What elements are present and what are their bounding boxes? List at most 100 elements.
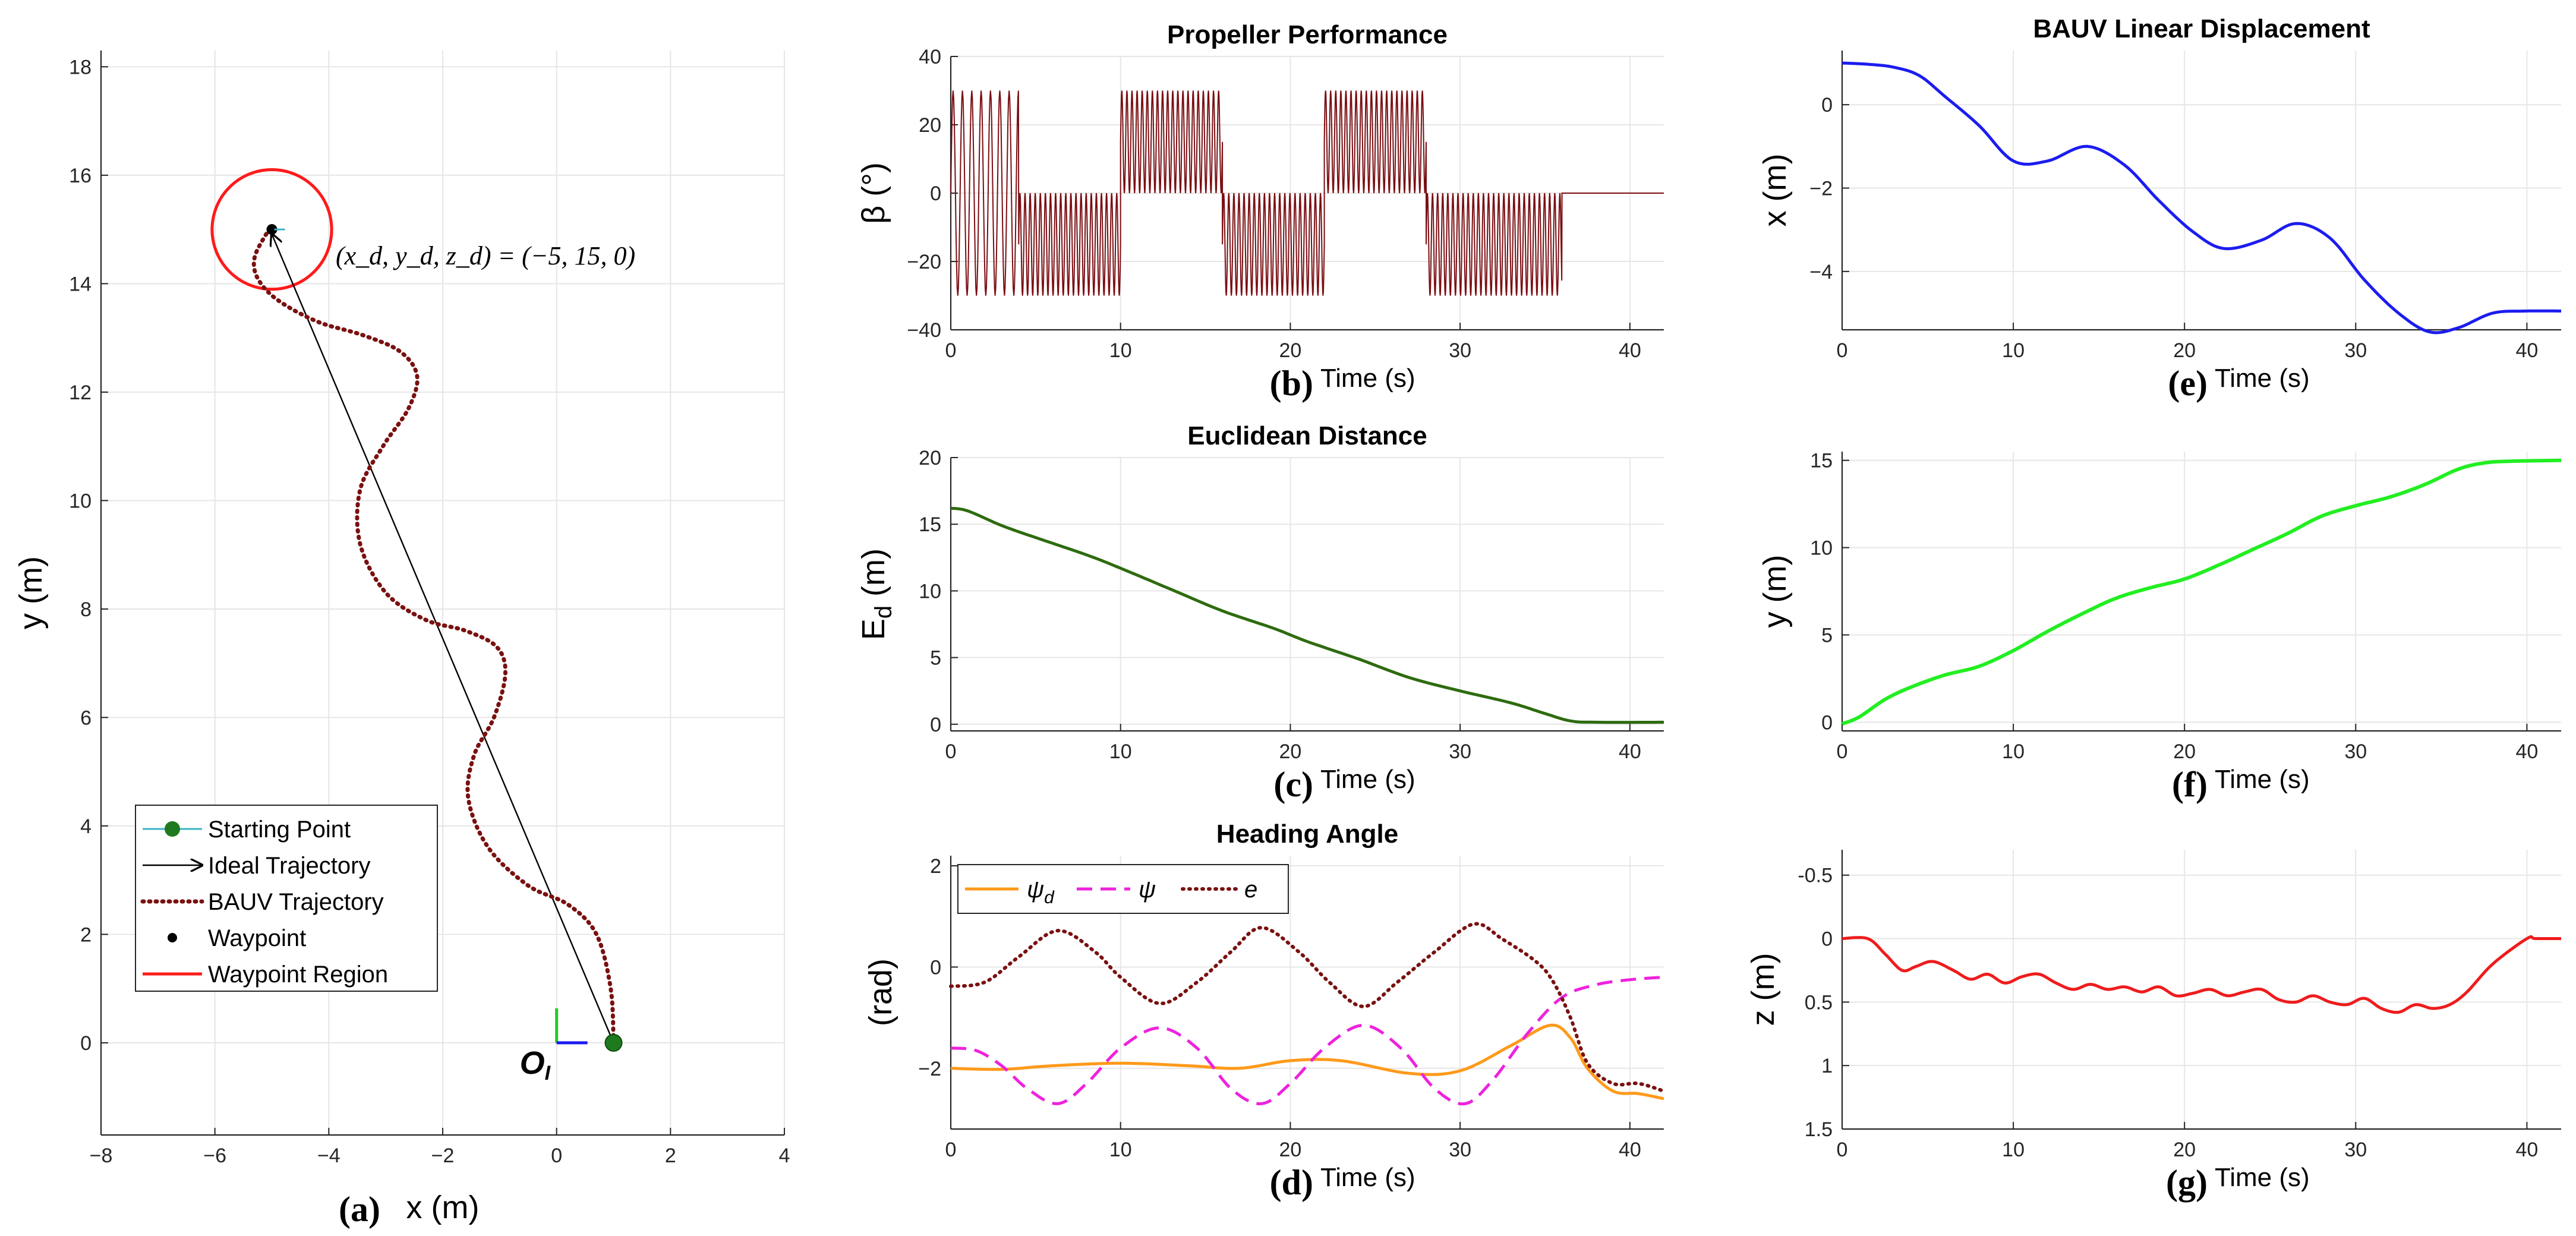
ideal-trajectory <box>272 234 614 1043</box>
x-tick-label: 4 <box>779 1144 790 1167</box>
x-tick-label: 10 <box>2002 740 2025 763</box>
legend-entry: Waypoint Region <box>208 961 388 988</box>
x-tick-label: 10 <box>1109 740 1132 763</box>
x-tick-label: 0 <box>945 1139 957 1161</box>
legend-entry-subscript: d <box>1044 888 1055 907</box>
x-tick-label: 20 <box>1279 740 1302 763</box>
y-tick-label: 2 <box>930 855 941 878</box>
y-tick-label: 10 <box>1810 537 1833 560</box>
chart-title: Propeller Performance <box>1167 20 1448 49</box>
series-y-displacement <box>1841 458 2562 726</box>
plot-b: 0 10 20 30 40 −40 −20 0 20 40 Propeller Performanc… <box>856 20 1664 403</box>
x-tick-label: −6 <box>203 1144 226 1167</box>
x-tick-label: 20 <box>1279 339 1302 362</box>
y-tick-label: 8 <box>80 598 92 621</box>
y-axis-label: z (m) <box>1745 953 1781 1026</box>
x-tick-label: −4 <box>317 1144 340 1167</box>
series-x-displacement <box>1842 61 2561 335</box>
y-tick-label: 0 <box>1821 94 1833 116</box>
x-tick-label: 40 <box>2515 339 2538 362</box>
x-tick-label: 30 <box>2344 740 2367 763</box>
y-tick-label: 1.5 <box>1805 1118 1833 1141</box>
chart-title: Heading Angle <box>1216 819 1398 849</box>
panel-label: (f) <box>2172 765 2208 804</box>
x-tick-label: −2 <box>431 1144 455 1167</box>
y-tick-label: 5 <box>930 647 941 670</box>
series-psi <box>950 975 1664 1106</box>
y-tick-label: -0.5 <box>1798 865 1833 887</box>
x-axis-label: Time (s) <box>1320 1163 1415 1192</box>
x-axis-label: Time (s) <box>1320 364 1415 393</box>
y-tick-label: 0 <box>930 956 941 979</box>
x-tick-label: 10 <box>2002 1139 2025 1161</box>
y-tick-label: 40 <box>919 46 941 68</box>
y-axis-label: Ed (m) <box>856 548 897 640</box>
series-error <box>949 922 1666 1093</box>
x-tick-label: 40 <box>2515 740 2538 763</box>
legend-waypoint-marker <box>168 933 177 942</box>
waypoint-marker <box>266 224 278 235</box>
x-axis-label: Time (s) <box>2215 364 2310 393</box>
x-tick-label: 40 <box>1619 339 1641 362</box>
legend-entry: ψ <box>1139 876 1156 903</box>
y-tick-label: 0 <box>80 1032 92 1055</box>
x-tick-label: 10 <box>1109 1139 1132 1161</box>
chart-title: Euclidean Distance <box>1187 421 1427 450</box>
y-tick-label: 0 <box>1821 711 1833 734</box>
x-tick-label: 0 <box>1837 1139 1848 1161</box>
y-tick-label: 0 <box>930 714 941 736</box>
y-tick-label: 14 <box>69 273 92 295</box>
y-axis-label: (rad) <box>863 958 898 1026</box>
legend-entry: e <box>1244 876 1257 903</box>
y-tick-label: 6 <box>80 707 92 729</box>
x-axis-label: Time (s) <box>2215 1163 2310 1192</box>
y-tick-label: −20 <box>907 251 941 273</box>
y-tick-label: 20 <box>919 114 941 137</box>
x-tick-label: 30 <box>1449 339 1471 362</box>
x-tick-label: 10 <box>1109 339 1132 362</box>
x-tick-label: 20 <box>2173 1139 2196 1161</box>
waypoint-region <box>210 168 333 291</box>
legend-box <box>135 805 438 992</box>
plot-f: 0 10 20 30 40 0 5 10 15 (f) Time (s) y (m) <box>1757 450 2562 804</box>
x-tick-label: 30 <box>2344 339 2367 362</box>
x-tick-label: 0 <box>551 1144 562 1167</box>
y-tick-label: 16 <box>69 165 92 187</box>
legend-entry: BAUV Trajectory <box>208 889 384 915</box>
legend-entry: Starting Point <box>208 816 351 843</box>
y-tick-label: −4 <box>1809 261 1833 283</box>
x-tick-label: 20 <box>2173 339 2196 362</box>
x-tick-label: 40 <box>2515 1139 2538 1161</box>
y-tick-label: 10 <box>69 490 92 512</box>
panel-label: (g) <box>2166 1163 2208 1202</box>
x-tick-label: 0 <box>945 740 957 763</box>
y-tick-label: −2 <box>918 1058 941 1080</box>
x-tick-label: 10 <box>2002 339 2025 362</box>
y-axis-label: x (m) <box>1757 154 1793 227</box>
y-tick-label: 0 <box>1821 928 1833 951</box>
y-tick-label: 20 <box>919 447 941 469</box>
panel-label: (b) <box>1270 364 1313 403</box>
panel-label: (a) <box>339 1190 380 1229</box>
x-axis-label: Time (s) <box>2215 765 2310 794</box>
y-tick-label: 2 <box>80 923 92 946</box>
waypoint-annotation: (x_d, y_d, z_d) = (−5, 15, 0) <box>336 241 635 270</box>
x-axis-label: Time (s) <box>1320 765 1415 794</box>
y-axis-label-unit: (m) <box>856 548 891 606</box>
series-beta <box>950 90 1664 296</box>
y-tick-label: 10 <box>919 580 941 603</box>
y-tick-label: 15 <box>1810 450 1833 472</box>
origin-label: OI <box>520 1045 551 1084</box>
bauv-trajectory <box>251 227 616 1045</box>
y-tick-label: −40 <box>907 319 941 342</box>
y-tick-label: 0 <box>930 182 941 205</box>
x-tick-label: 20 <box>1279 1139 1302 1161</box>
x-tick-label: 20 <box>2173 740 2196 763</box>
plot-c: 0 10 20 30 40 0 5 10 15 20 Euclidean Distance (c) Ti… <box>856 421 1664 804</box>
legend-entry: Waypoint <box>208 925 306 951</box>
plot-e: 0 10 20 30 40 −4 −2 0 BAUV Linear Displacement (e… <box>1757 14 2561 403</box>
y-axis-label: β (°) <box>856 162 891 224</box>
panel-label: (e) <box>2168 364 2208 403</box>
y-tick-label: 15 <box>919 513 941 536</box>
